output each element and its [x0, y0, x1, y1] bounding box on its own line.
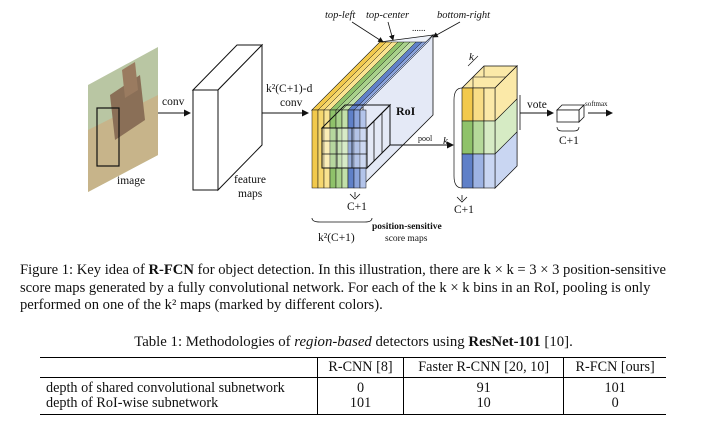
row-label: depth of shared convolutional subnetwork — [46, 380, 285, 396]
psm-label-line2: score maps — [385, 234, 428, 244]
k-top-label: k — [469, 51, 475, 63]
ellipsis-label: ...... — [412, 23, 426, 33]
vote-label: vote — [527, 99, 547, 111]
input-image — [88, 47, 158, 192]
c1-stack-label: C+1 — [347, 201, 367, 213]
score-map-stack — [310, 34, 435, 189]
caption-text: for object detection. In this illustrati… — [20, 262, 667, 313]
table-header-row: R-CNN [8] Faster R-CNN [20, 10] R-FCN [o… — [40, 357, 666, 378]
k2c1-label: k²(C+1) — [318, 232, 355, 244]
cell-faster-rcnn: 10 — [403, 396, 564, 415]
pooled-grid — [461, 65, 518, 189]
header-rfcn: R-FCN [ours] — [563, 357, 666, 378]
feature-maps-block — [191, 43, 264, 192]
table-caption-prefix: Table 1: Methodologies of — [134, 334, 295, 350]
k-side-label: k — [443, 135, 449, 147]
image-label: image — [117, 175, 145, 187]
figure-caption: Figure 1: Key idea of R-FCN for object d… — [20, 262, 692, 315]
table-caption-bold: ResNet-101 — [468, 334, 541, 350]
cell-rcnn: 0 — [316, 377, 404, 396]
rfcn-diagram: image conv feature maps k²(C+1)-d conv — [88, 10, 613, 244]
cell-rfcn: 101 — [563, 377, 666, 396]
roi-label: RoI — [396, 104, 416, 118]
conv-label-1: conv — [162, 96, 185, 108]
methodology-table: R-CNN [8] Faster R-CNN [20, 10] R-FCN [o… — [40, 357, 666, 415]
cell-rcnn: 101 — [316, 396, 404, 415]
cell-faster-rcnn: 91 — [403, 377, 564, 396]
softmax-label: softmax — [585, 100, 608, 108]
row-label: depth of RoI-wise subnetwork — [46, 395, 219, 411]
feature-maps-label-line1: feature — [234, 174, 266, 186]
table-caption-suffix: [10]. — [540, 334, 573, 350]
feature-maps-label-line2: maps — [238, 188, 263, 200]
table-row: depth of shared convolutional subnetwork… — [40, 377, 666, 396]
header-empty — [40, 358, 318, 378]
bottom-right-label: bottom-right — [437, 10, 491, 21]
caption-prefix: Figure 1: Key idea of — [20, 262, 149, 278]
pool-label: pool — [418, 134, 433, 143]
c1-vec-label: C+1 — [559, 135, 579, 147]
caption-bold: R-FCN — [148, 262, 194, 278]
cell-rfcn: 0 — [563, 396, 666, 415]
conv-label-2: conv — [280, 97, 303, 109]
psm-label-line1: position-sensitive — [372, 222, 442, 232]
table-caption-italic: region-based — [294, 334, 372, 350]
k2c1d-label: k²(C+1)-d — [266, 83, 313, 95]
c1-grid-label: C+1 — [454, 204, 474, 216]
header-faster-rcnn: Faster R-CNN [20, 10] — [403, 357, 564, 378]
class-score-vector — [556, 104, 585, 123]
table-caption: Table 1: Methodologies of region-based d… — [0, 334, 707, 351]
table-caption-middle: detectors using — [371, 334, 469, 350]
table-row: depth of RoI-wise subnetwork 101 10 0 — [40, 396, 666, 415]
header-rcnn: R-CNN [8] — [316, 357, 404, 378]
top-center-label: top-center — [366, 10, 410, 21]
top-left-label: top-left — [325, 10, 356, 21]
